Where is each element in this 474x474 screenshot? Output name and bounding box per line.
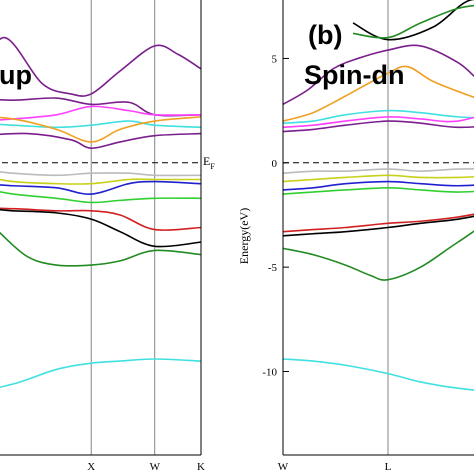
fermi-level-letter: E xyxy=(203,154,210,168)
band-line xyxy=(0,231,202,267)
k-point-label: W xyxy=(150,461,161,473)
spin-dn-bands xyxy=(282,0,474,391)
spin-dn-title: Spin-dn xyxy=(304,60,404,90)
energy-tick-label: -10 xyxy=(262,367,277,379)
band-line xyxy=(0,105,202,121)
band-line xyxy=(282,358,474,391)
band-line xyxy=(0,207,202,231)
band-line xyxy=(352,4,474,39)
band-line xyxy=(0,36,202,97)
band-line xyxy=(0,178,201,185)
spin-up-bands xyxy=(0,36,202,389)
band-line xyxy=(282,168,474,175)
band-line xyxy=(0,358,202,389)
band-line xyxy=(282,215,474,237)
spin-dn-energy-ticks: 5 0 -5 -10 xyxy=(262,53,289,379)
band-line xyxy=(0,120,202,129)
energy-tick-label: 0 xyxy=(272,158,278,170)
band-line xyxy=(0,180,202,195)
band-line xyxy=(282,213,474,233)
band-line xyxy=(282,116,474,129)
band-line xyxy=(352,0,474,41)
band-line xyxy=(282,65,474,122)
k-point-label: L xyxy=(385,461,392,473)
band-line xyxy=(0,191,202,204)
band-line xyxy=(0,170,202,177)
band-line xyxy=(282,174,474,183)
spin-up-k-tick-labels: ΓXWK xyxy=(87,461,205,473)
band-line xyxy=(0,208,202,248)
energy-tick-label: 5 xyxy=(272,53,278,65)
spin-up-panel: ΓXWK up EF xyxy=(0,0,215,473)
spin-up-title: up xyxy=(0,60,32,90)
band-line xyxy=(282,230,474,281)
band-line xyxy=(282,109,474,124)
spin-dn-panel: 50-5-10 WLΓ Energy(eV) (b) Spin-dn xyxy=(237,0,474,473)
band-line xyxy=(0,97,202,117)
band-line xyxy=(282,187,474,195)
k-point-label: X xyxy=(87,461,95,473)
band-line xyxy=(282,44,474,106)
k-point-label: W xyxy=(278,461,289,473)
energy-axis-label: Energy(eV) xyxy=(237,208,251,264)
band-line xyxy=(282,120,474,133)
band-line xyxy=(0,132,202,149)
k-point-label: K xyxy=(197,461,205,473)
panel-b-label: (b) xyxy=(308,20,342,50)
energy-tick-label: -5 xyxy=(268,262,278,274)
band-line xyxy=(282,180,474,191)
fermi-level-subscript: F xyxy=(210,162,215,171)
spin-dn-k-tick-labels: WLΓ xyxy=(278,461,392,473)
band-line xyxy=(0,116,202,143)
fermi-level-label: EF xyxy=(203,154,215,171)
